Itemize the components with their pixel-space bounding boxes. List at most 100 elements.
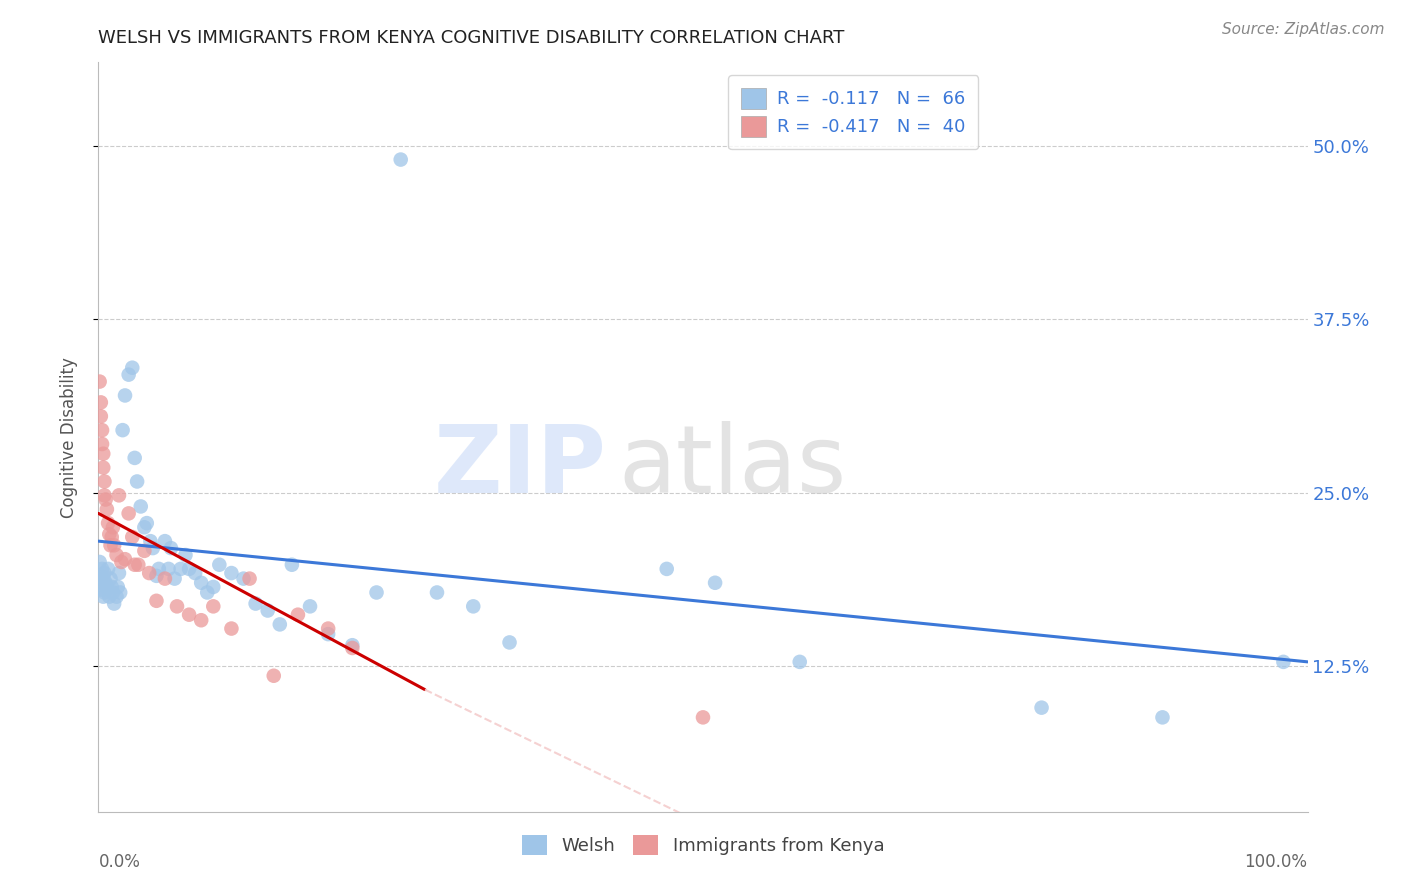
Point [160,541,183,555]
Point [299,599,322,614]
Point [103,597,125,611]
Point [239,572,262,586]
Point [90,409,112,424]
Point [110,555,132,569]
Point [93,585,115,599]
Point [91,447,114,461]
Point [97,516,120,530]
Point [202,599,225,614]
Point [124,450,146,465]
Point [232,572,254,586]
Point [166,599,188,614]
Point [1152,710,1174,724]
Point [100,538,122,552]
Point [108,488,131,502]
Point [163,572,186,586]
Point [91,423,114,437]
Point [94,575,117,590]
Point [124,558,146,572]
Text: 100.0%: 100.0% [1244,853,1308,871]
Point [89,555,111,569]
Point [118,507,141,521]
Point [91,582,114,597]
Point [96,502,118,516]
Point [153,534,176,549]
Point [91,572,114,586]
Point [245,597,267,611]
Text: atlas: atlas [619,421,846,513]
Point [169,562,191,576]
Point [145,569,167,583]
Point [89,375,111,389]
Point [174,548,197,562]
Point [366,585,388,599]
Text: Source: ZipAtlas.com: Source: ZipAtlas.com [1222,22,1385,37]
Point [94,492,117,507]
Point [184,566,207,580]
Point [498,635,520,649]
Point [221,566,243,580]
Point [426,585,449,599]
Point [103,538,125,552]
Point [195,585,218,599]
Point [96,580,118,594]
Point [105,548,128,562]
Point [287,607,309,622]
Point [101,520,124,534]
Point [97,562,120,576]
Point [91,460,114,475]
Point [655,562,678,576]
Point [93,488,115,502]
Point [93,566,115,580]
Point [91,562,114,576]
Point [190,575,212,590]
Point [316,622,339,636]
Point [118,368,141,382]
Point [153,572,176,586]
Point [1272,655,1295,669]
Point [179,607,201,622]
Point [114,552,136,566]
Point [139,534,162,549]
Point [100,572,122,586]
Legend: Welsh, Immigrants from Kenya: Welsh, Immigrants from Kenya [515,828,891,863]
Point [90,395,112,409]
Point [105,590,128,604]
Point [692,710,714,724]
Point [342,640,364,655]
Point [108,585,131,599]
Point [111,423,134,437]
Point [127,558,149,572]
Point [263,669,285,683]
Point [190,613,212,627]
Point [100,530,122,544]
Point [121,530,143,544]
Y-axis label: Cognitive Disability: Cognitive Disability [59,357,77,517]
Point [107,580,129,594]
Point [202,580,225,594]
Point [121,360,143,375]
Point [789,655,811,669]
Point [114,388,136,402]
Point [145,594,167,608]
Point [98,527,121,541]
Point [208,558,231,572]
Point [142,541,165,555]
Point [135,516,157,530]
Point [129,500,152,514]
Point [93,475,115,489]
Point [90,569,112,583]
Point [90,575,112,590]
Point [179,562,201,576]
Point [221,622,243,636]
Text: 0.0%: 0.0% [98,853,141,871]
Point [281,558,304,572]
Point [256,603,278,617]
Point [134,544,156,558]
Text: ZIP: ZIP [433,421,606,513]
Point [91,590,114,604]
Point [91,437,114,451]
Point [1031,700,1053,714]
Point [138,566,160,580]
Text: WELSH VS IMMIGRANTS FROM KENYA COGNITIVE DISABILITY CORRELATION CHART: WELSH VS IMMIGRANTS FROM KENYA COGNITIVE… [98,29,845,47]
